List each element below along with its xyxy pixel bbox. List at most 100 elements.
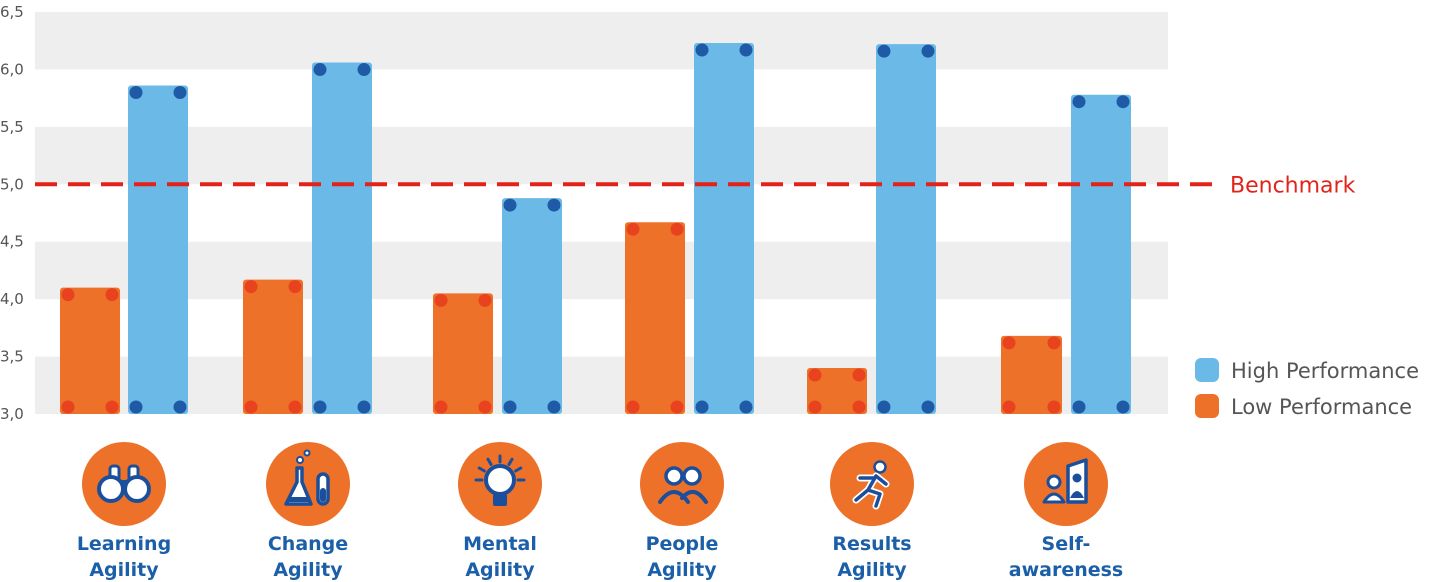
bar-corner-dot xyxy=(739,400,753,414)
bar-corner-dot xyxy=(808,368,822,382)
bulb-ray xyxy=(486,457,493,466)
reflection-body xyxy=(1070,491,1084,498)
category-label: Agility xyxy=(273,559,343,581)
bulb-base xyxy=(493,494,507,506)
category-label: Self- xyxy=(1042,533,1091,555)
bar-corner-dot xyxy=(357,400,371,414)
bar-corner-dot xyxy=(313,400,327,414)
y-tick-label: 4,0 xyxy=(0,290,24,308)
bar-corner-dot xyxy=(105,400,119,414)
flask-liquid xyxy=(288,497,310,502)
grid-band xyxy=(35,356,1168,414)
binocular-lens xyxy=(123,475,151,503)
high-performance-bar xyxy=(502,198,562,414)
test-tube-liquid xyxy=(320,488,326,502)
category-label: Agility xyxy=(465,559,535,581)
viewer-body xyxy=(1042,492,1066,504)
bar-corner-dot xyxy=(547,198,561,212)
bar-corner-dot xyxy=(313,63,327,77)
bar-corner-dot xyxy=(852,400,866,414)
bubble xyxy=(303,449,311,457)
high-performance-bar-rect xyxy=(128,85,188,414)
y-tick-label: 5,5 xyxy=(0,118,24,136)
low-performance-bar-rect xyxy=(625,222,685,414)
high-performance-bar xyxy=(694,43,754,415)
bar-corner-dot xyxy=(434,400,448,414)
bar-corner-dot xyxy=(1002,336,1016,350)
bar-corner-dot xyxy=(129,86,143,100)
low-performance-bar-rect xyxy=(807,368,867,414)
low-performance-bar xyxy=(1001,335,1062,414)
bar-corner-dot xyxy=(1047,336,1061,350)
high-performance-bar-rect xyxy=(694,43,754,415)
bar-corner-dot xyxy=(503,198,517,212)
low-performance-bar-rect xyxy=(433,293,493,414)
category-label: Agility xyxy=(89,559,159,581)
grid-band xyxy=(35,126,1168,185)
bar-corner-dot xyxy=(877,44,891,58)
bar-corner-dot xyxy=(739,43,753,57)
y-tick-label: 3,5 xyxy=(0,348,24,366)
high-performance-bar-rect xyxy=(502,198,562,414)
bar-corner-dot xyxy=(61,400,75,414)
low-performance-bar xyxy=(433,293,493,414)
y-axis-ticks: 3,0 3,5 4,0 4,5 5,0 5,5 6,0 6,5 xyxy=(0,3,24,423)
bulb-ray xyxy=(507,457,514,466)
high-performance-bar xyxy=(1071,94,1131,414)
bulb-ray xyxy=(514,466,523,473)
bar-corner-dot xyxy=(1072,400,1086,414)
low-performance-bar-rect xyxy=(60,287,120,414)
category-label: People xyxy=(646,533,719,555)
lightbulb-icon xyxy=(458,442,542,526)
bar-corner-dot xyxy=(626,222,640,236)
high-performance-bar xyxy=(876,44,936,414)
runner-body xyxy=(854,474,888,508)
category-label: Agility xyxy=(647,559,717,581)
bar-corner-dot xyxy=(1072,95,1086,109)
runner-head xyxy=(873,460,887,474)
bar-corner-dot xyxy=(1002,400,1016,414)
bar-corner-dot xyxy=(105,288,119,302)
y-tick-label: 6,5 xyxy=(0,3,24,21)
high-performance-bar-rect xyxy=(1071,94,1131,414)
mirror-person-icon xyxy=(1024,442,1108,526)
bubble xyxy=(296,456,304,464)
legend-swatch xyxy=(1195,394,1219,418)
bar-corner-dot xyxy=(1047,400,1061,414)
bar-corner-dot xyxy=(670,222,684,236)
bar-corner-dot xyxy=(921,400,935,414)
low-performance-bar xyxy=(243,279,303,414)
bar-corner-dot xyxy=(288,280,302,294)
category-label: Change xyxy=(268,533,348,555)
grid-band xyxy=(35,241,1168,300)
person-head xyxy=(682,466,702,486)
bar-corner-dot xyxy=(695,400,709,414)
low-performance-bar xyxy=(60,287,120,414)
legend-swatch xyxy=(1195,358,1219,382)
low-performance-bar xyxy=(625,222,685,414)
high-performance-bar-rect xyxy=(312,62,372,415)
low-performance-bar-rect xyxy=(243,279,303,414)
bar-corner-dot xyxy=(695,43,709,57)
high-performance-bar-rect xyxy=(876,44,936,414)
benchmark: Benchmark xyxy=(35,173,1356,198)
high-performance-bar xyxy=(312,62,372,415)
bulb-glass xyxy=(484,464,516,496)
bar-corner-dot xyxy=(1116,95,1130,109)
person-body xyxy=(658,490,690,504)
bar-corner-dot xyxy=(434,293,448,307)
category-label: Mental xyxy=(463,533,537,555)
binocular-lens xyxy=(97,475,125,503)
flask-shape xyxy=(284,466,313,506)
bar-corner-dot xyxy=(288,400,302,414)
bar-corner-dot xyxy=(129,400,143,414)
icon-circle xyxy=(640,442,724,526)
y-tick-label: 4,5 xyxy=(0,233,24,251)
category-labels: Learning Agility Change Agility Mental Agilit… xyxy=(77,533,1123,581)
bar-corner-dot xyxy=(244,280,258,294)
legend-label: Low Performance xyxy=(1231,395,1412,419)
bar-corner-dot xyxy=(503,400,517,414)
bar-corner-dot xyxy=(921,44,935,58)
people-icon xyxy=(640,442,724,526)
